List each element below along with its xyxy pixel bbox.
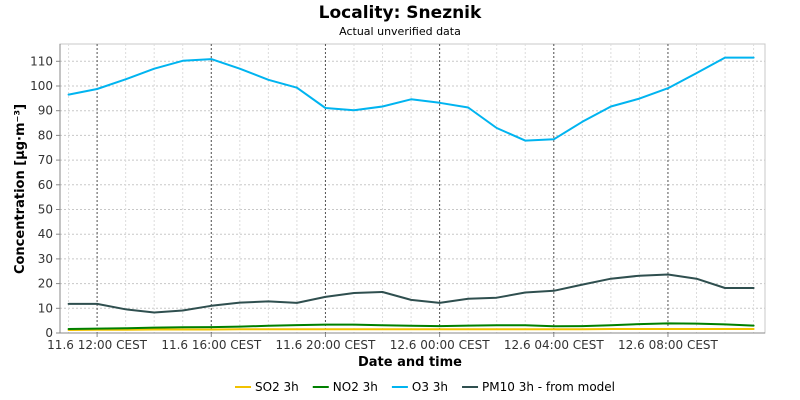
series-line-2	[67, 56, 755, 142]
series-line-0	[67, 328, 755, 331]
series-lines	[67, 56, 755, 331]
y-tick-label: 40	[38, 227, 53, 241]
x-tick-label: 12.6 04:00 CEST	[504, 338, 605, 352]
x-tick-label: 12.6 08:00 CEST	[618, 338, 719, 352]
legend-label-0: SO2 3h	[255, 380, 299, 394]
y-tick-label: 70	[38, 153, 53, 167]
x-tick-label: 12.6 00:00 CEST	[390, 338, 491, 352]
plot-background	[59, 43, 766, 334]
y-tick-labels: 0 10 20 30 40 50 60 70 80 90 100 110	[30, 54, 60, 340]
x-tick-label: 11.6 12:00 CEST	[47, 338, 148, 352]
y-tick-label: 20	[38, 277, 53, 291]
x-tick-label: 11.6 20:00 CEST	[276, 338, 377, 352]
legend-label-1: NO2 3h	[333, 380, 378, 394]
chart-subtitle: Actual unverified data	[339, 25, 461, 38]
y-tick-label: 30	[38, 252, 53, 266]
plot-area	[59, 43, 766, 334]
grid	[60, 44, 765, 333]
series-line-1	[67, 322, 755, 330]
x-tick-label: 11.6 16:00 CEST	[161, 338, 262, 352]
y-axis-label: Concentration [µg·m⁻³]	[13, 104, 28, 274]
y-tick-label: 80	[38, 128, 53, 142]
y-tick-label: 110	[30, 54, 53, 68]
y-tick-label: 50	[38, 202, 53, 216]
x-tick-labels: 11.6 12:00 CEST 11.6 16:00 CEST 11.6 20:00…	[47, 333, 719, 352]
chart-title: Locality: Sneznik	[319, 3, 482, 23]
y-tick-label: 90	[38, 104, 53, 118]
axes	[59, 44, 765, 334]
y-tick-label: 0	[45, 326, 53, 340]
series-line-3	[67, 273, 755, 314]
y-tick-label: 10	[38, 301, 53, 315]
legend: SO2 3h NO2 3h O3 3h PM10 3h - from model	[235, 380, 615, 394]
legend-label-2: O3 3h	[412, 380, 448, 394]
x-axis-label: Date and time	[358, 355, 462, 370]
legend-label-3: PM10 3h - from model	[482, 380, 615, 394]
y-tick-label: 100	[30, 79, 53, 93]
y-tick-label: 60	[38, 178, 53, 192]
